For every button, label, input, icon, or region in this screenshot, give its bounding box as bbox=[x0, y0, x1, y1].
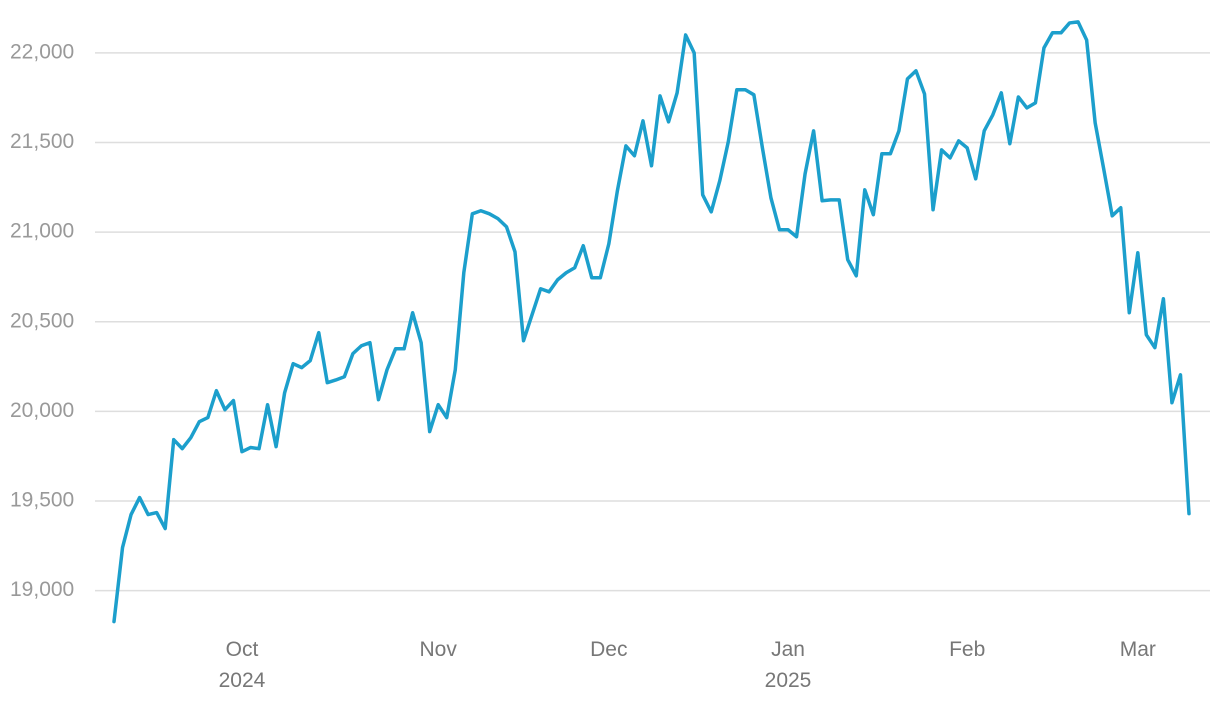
line-series bbox=[112, 20, 1191, 624]
x-tick-label: Mar bbox=[1119, 638, 1156, 661]
y-tick-label: 19,500 bbox=[10, 488, 74, 511]
y-tick-label: 21,500 bbox=[10, 130, 74, 153]
y-tick-label: 21,000 bbox=[10, 220, 74, 243]
x-tick-label: Oct 2024 bbox=[218, 638, 266, 692]
x-tick-label: Jan 2025 bbox=[764, 638, 812, 692]
x-tick-label: Feb bbox=[949, 638, 986, 661]
y-tick-label: 19,000 bbox=[10, 578, 74, 601]
y-tick-label: 22,000 bbox=[10, 40, 74, 63]
x-tick-label: Dec bbox=[590, 638, 628, 661]
y-tick-label: 20,500 bbox=[10, 309, 74, 332]
x-tick-label: Nov bbox=[419, 638, 457, 661]
y-tick-label: 20,000 bbox=[10, 399, 74, 422]
